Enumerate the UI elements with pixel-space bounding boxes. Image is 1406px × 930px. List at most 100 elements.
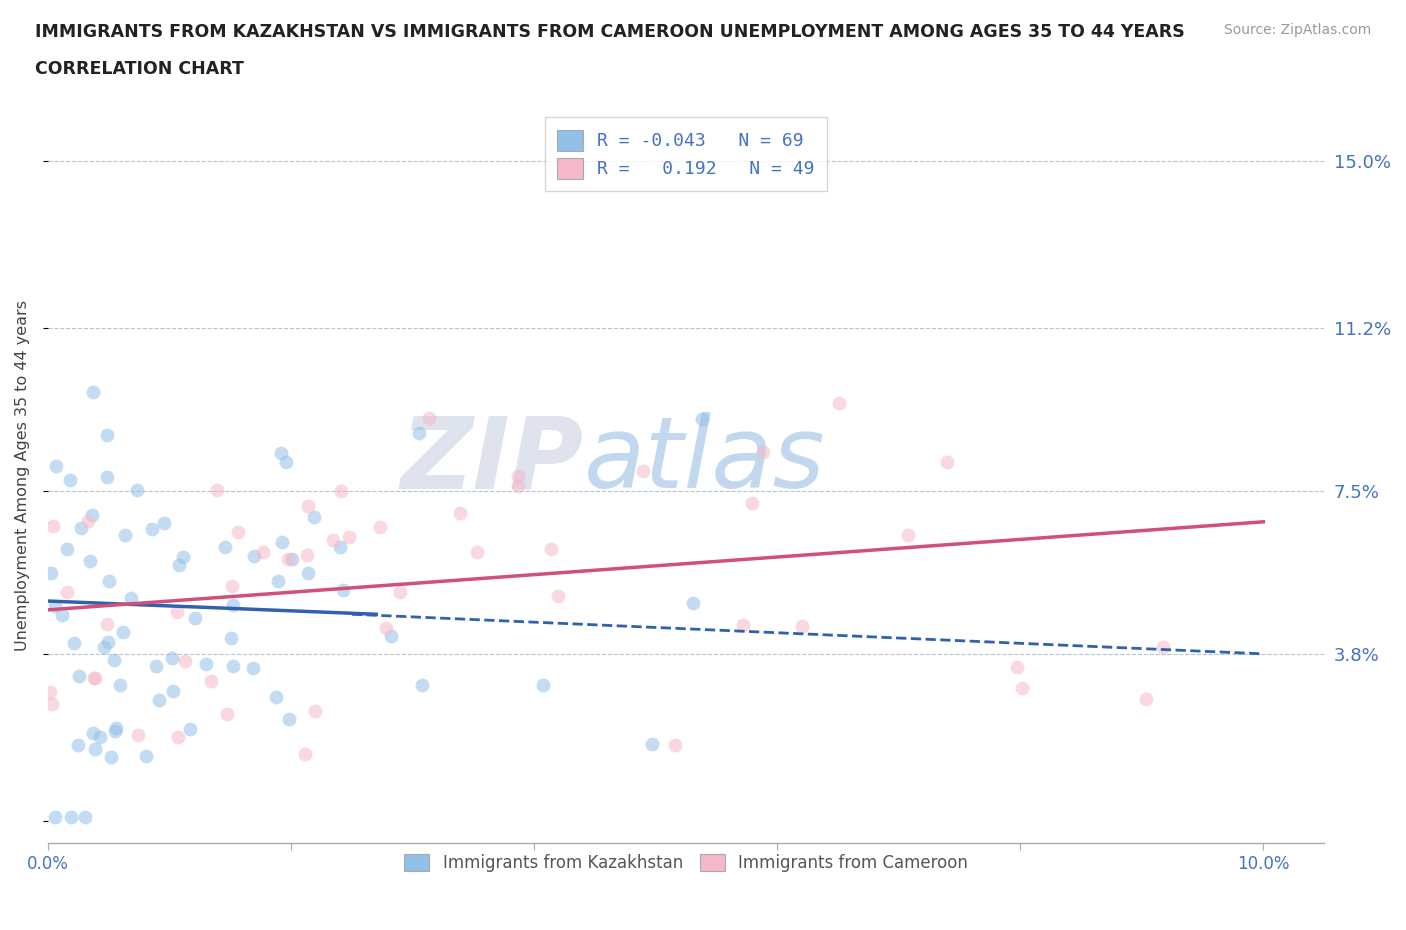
Point (449, 506, 471, 521)
Point (664, 737, 686, 752)
Point (207, 483, 229, 498)
Point (148, 693, 170, 708)
Point (70, 521, 93, 536)
Point (531, 677, 554, 692)
Point (302, 510, 325, 525)
Point (82, 725, 104, 740)
Point (332, 582, 354, 597)
Point (277, 551, 299, 566)
Point (98, 574, 121, 589)
Point (135, 749, 157, 764)
Point (252, 545, 274, 560)
Point (221, 578, 243, 593)
Text: atlas: atlas (583, 412, 825, 510)
Point (112, 625, 135, 640)
Point (41, 518, 63, 533)
Point (38, 684, 60, 699)
Point (82, 385, 104, 400)
Point (59, 472, 82, 487)
Point (69, 669, 91, 684)
Point (162, 684, 184, 698)
Point (41, 697, 63, 711)
Point (83, 671, 105, 685)
Point (96, 428, 118, 443)
Point (322, 532, 344, 547)
Point (145, 658, 167, 673)
Point (45, 459, 67, 474)
Point (641, 737, 664, 751)
Point (153, 515, 176, 530)
Point (179, 722, 201, 737)
Point (1011, 680, 1033, 695)
Point (89, 730, 111, 745)
Point (329, 539, 352, 554)
Legend: Immigrants from Kazakhstan, Immigrants from Cameroon: Immigrants from Kazakhstan, Immigrants f… (398, 847, 974, 879)
Point (79, 553, 101, 568)
Point (294, 747, 316, 762)
Point (195, 657, 218, 671)
Point (690, 412, 713, 427)
Point (337, 529, 360, 544)
Point (226, 525, 249, 539)
Point (82, 508, 104, 523)
Point (297, 566, 319, 581)
Point (936, 455, 959, 470)
Point (104, 721, 127, 736)
Point (120, 591, 142, 605)
Point (411, 677, 433, 692)
Point (103, 653, 125, 668)
Point (219, 631, 242, 645)
Point (167, 730, 190, 745)
Point (172, 550, 194, 565)
Point (1005, 659, 1028, 674)
Point (242, 549, 264, 564)
Point (295, 548, 318, 563)
Point (73, 809, 96, 824)
Point (174, 654, 197, 669)
Point (276, 455, 298, 470)
Point (100, 749, 122, 764)
Text: IMMIGRANTS FROM KAZAKHSTAN VS IMMIGRANTS FROM CAMEROON UNEMPLOYMENT AMONG AGES 3: IMMIGRANTS FROM KAZAKHSTAN VS IMMIGRANTS… (35, 23, 1185, 41)
Point (270, 535, 292, 550)
Point (270, 445, 292, 460)
Point (96, 469, 118, 484)
Point (792, 618, 814, 633)
Point (56, 541, 79, 556)
Point (828, 395, 851, 410)
Point (508, 479, 530, 494)
Point (97, 634, 120, 649)
Point (93, 640, 115, 655)
Point (380, 629, 402, 644)
Point (166, 604, 188, 619)
Point (127, 483, 149, 498)
Text: ZIP: ZIP (401, 412, 583, 510)
Point (44, 599, 66, 614)
Point (222, 658, 245, 673)
Point (330, 484, 353, 498)
Text: CORRELATION CHART: CORRELATION CHART (35, 60, 245, 78)
Point (281, 551, 304, 566)
Point (127, 728, 149, 743)
Point (141, 522, 163, 537)
Point (266, 689, 288, 704)
Point (184, 611, 207, 626)
Point (242, 661, 264, 676)
Point (96, 617, 118, 631)
Point (60, 809, 83, 824)
Point (67, 737, 90, 752)
Point (631, 464, 654, 479)
Point (297, 499, 319, 514)
Point (51, 607, 73, 622)
Point (408, 426, 430, 441)
Point (83, 741, 105, 756)
Point (374, 620, 396, 635)
Point (506, 468, 529, 483)
Point (418, 411, 440, 426)
Point (731, 618, 754, 633)
Point (267, 573, 290, 588)
Point (108, 678, 131, 693)
Y-axis label: Unemployment Among Ages 35 to 44 years: Unemployment Among Ages 35 to 44 years (15, 300, 30, 651)
Point (169, 557, 191, 572)
Point (44, 809, 66, 824)
Point (114, 527, 136, 542)
